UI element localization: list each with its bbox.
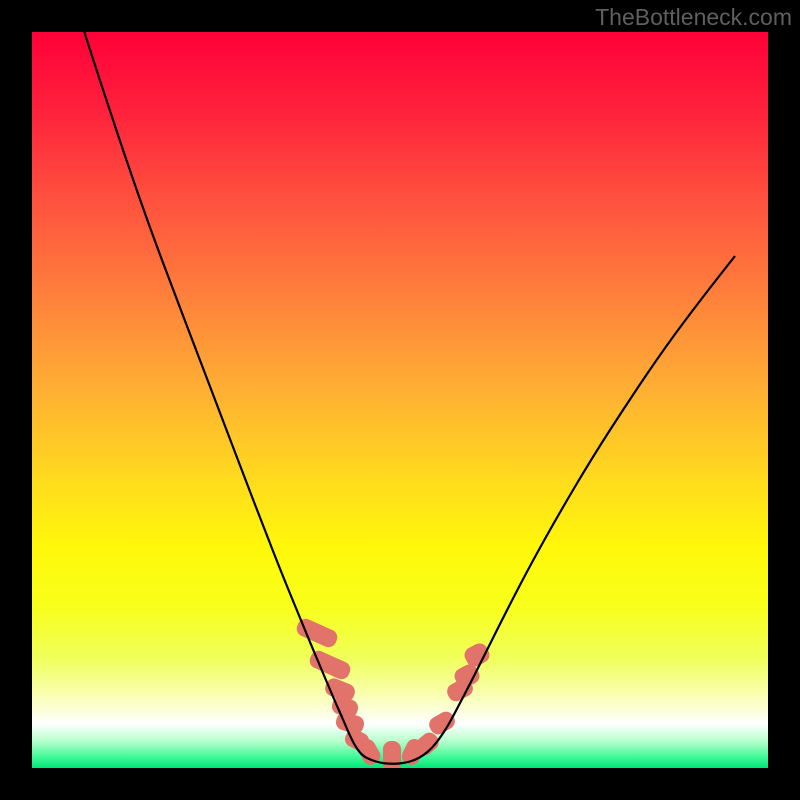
gradient-background bbox=[32, 32, 768, 768]
highlight-marker bbox=[383, 741, 401, 771]
bottleneck-chart bbox=[0, 0, 800, 800]
watermark-text: TheBottleneck.com bbox=[595, 4, 792, 31]
